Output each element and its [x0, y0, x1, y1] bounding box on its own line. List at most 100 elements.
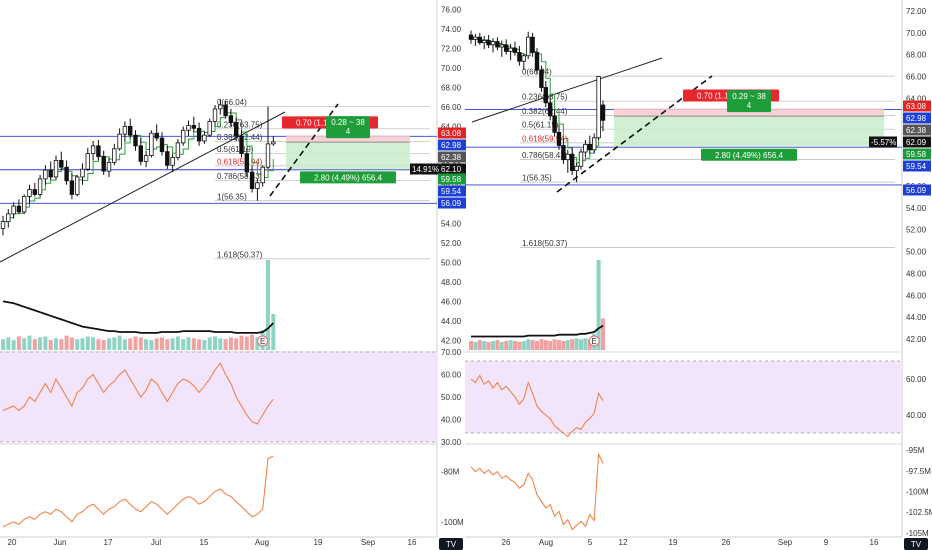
right-candle-body: [561, 145, 566, 161]
right-obv-tick-label: -100M: [906, 488, 929, 497]
left-candle-body: [249, 171, 255, 190]
right-volume-bar: [491, 341, 495, 350]
left-price-tick-label: 58.00: [441, 181, 462, 190]
left-candle-body: [122, 125, 128, 135]
right-candle-body: [512, 47, 518, 53]
left-volume-bar: [202, 340, 207, 350]
right-earnings-marker: [588, 335, 600, 347]
left-time-tick-label: 16: [408, 538, 417, 547]
right-volume-bar: [473, 341, 478, 350]
left-volume-bar: [11, 340, 16, 350]
left-price-label-box: [438, 173, 466, 185]
left-candle-body: [11, 205, 16, 215]
right-position-stop-zone: [614, 108, 884, 117]
left-volume-bar: [43, 336, 48, 350]
left-time-tick-label: 17: [104, 538, 113, 547]
left-target-badge-label: 2.80 (4.49%) 656.4: [314, 173, 383, 182]
left-candle-body: [75, 176, 80, 195]
left-volume-bar: [27, 335, 32, 350]
left-volume-bar: [107, 338, 111, 350]
left-volume-bar: [138, 337, 143, 350]
right-price-tick-label: 50.00: [906, 248, 927, 257]
left-candle-body: [0, 221, 6, 229]
left-volume-bar: [170, 338, 175, 350]
left-rsi-tick-label: 50.00: [441, 393, 462, 402]
left-fib-level-label: 0.5(61.19): [217, 145, 254, 154]
left-ratio-badge-sub: 4: [346, 127, 351, 136]
right-volume-bar: [587, 339, 592, 350]
right-volume-bar: [469, 341, 473, 350]
right-rsi-line: [470, 374, 604, 438]
right-volume-bar: [526, 339, 531, 350]
left-rsi-line: [2, 362, 274, 425]
left-volume-bar: [223, 339, 228, 350]
right-volume-bar: [548, 341, 553, 350]
left-candle-body: [53, 160, 59, 178]
right-change-label-box: [869, 136, 897, 148]
left-volume-bar: [228, 337, 233, 350]
right-time-tick-label: Sep: [778, 538, 793, 547]
right-price-label-text: 59.54: [906, 162, 927, 171]
right-volume-bar: [596, 260, 601, 350]
right-volume-bar: [565, 340, 570, 350]
right-volume-bar: [513, 341, 517, 350]
right-obv-tick-label: -105M: [906, 529, 929, 538]
right-volume-bar: [517, 341, 522, 350]
left-fib-level-label: 1(56.35): [217, 192, 247, 201]
right-position-target-zone: [614, 116, 884, 147]
right-candle-body: [565, 153, 570, 161]
right-candle-body: [473, 36, 478, 40]
right-candle-body: [556, 131, 562, 146]
left-candle-body: [37, 178, 43, 195]
left-candle-body: [260, 166, 265, 184]
right-candle-body: [499, 44, 504, 48]
right-candle-body: [530, 36, 535, 53]
left-candle-body: [6, 213, 11, 223]
left-change-label-text: 14.91%: [412, 165, 439, 174]
left-volume-bar: [128, 338, 133, 350]
left-candle-body: [218, 104, 223, 110]
left-volume-bar: [160, 337, 164, 350]
left-price-label-box: [438, 127, 466, 139]
left-volume-bar: [213, 336, 217, 350]
right-candle-body: [600, 104, 606, 121]
left-fib-level-label: 0.236(63.75): [217, 120, 263, 129]
left-candle-body: [43, 169, 48, 180]
right-volume-bar: [579, 339, 583, 350]
right-candle-body: [468, 34, 474, 40]
left-volume-bar: [38, 337, 43, 350]
left-time-tick-label: Jul: [151, 538, 161, 547]
right-price-tick-label: 68.00: [906, 51, 927, 60]
right-price-tick-label: 64.00: [906, 94, 927, 103]
right-volume-bar: [477, 340, 482, 350]
right-time-tick-label: 26: [502, 538, 511, 547]
right-obv-tick-label: -102.5M: [906, 508, 932, 517]
left-candle-body: [85, 153, 90, 170]
left-price-tick-label: 74.00: [441, 25, 462, 34]
left-volume-bar: [255, 337, 260, 350]
left-time-tick-label: Aug: [255, 538, 269, 547]
left-tradingview-logo-text: TV: [446, 540, 457, 549]
right-candle-body: [534, 52, 540, 71]
left-volume-bar: [144, 339, 149, 350]
right-volume-bar: [486, 341, 491, 350]
left-volume-bar: [22, 338, 27, 350]
left-volume-bar: [6, 337, 11, 350]
left-volume-bar: [64, 335, 69, 350]
left-position-target-zone: [286, 142, 410, 170]
left-volume-bar: [1, 339, 5, 350]
left-price-tick-label: 48.00: [441, 278, 462, 287]
left-volume-ma-line: [2, 300, 274, 334]
left-candle-body: [138, 145, 143, 162]
left-rsi-tick-label: 40.00: [441, 416, 462, 425]
right-candle-body: [503, 44, 509, 52]
left-price-label-text: 59.58: [441, 175, 462, 184]
right-volume-bar: [521, 341, 526, 350]
left-candle-body: [223, 104, 228, 117]
left-volume-bar: [207, 337, 212, 350]
left-candle-body: [255, 182, 260, 190]
left-candle-body: [207, 121, 212, 136]
right-volume-bar: [552, 339, 557, 350]
left-candle-body: [191, 125, 196, 129]
right-candle-body: [574, 165, 579, 172]
